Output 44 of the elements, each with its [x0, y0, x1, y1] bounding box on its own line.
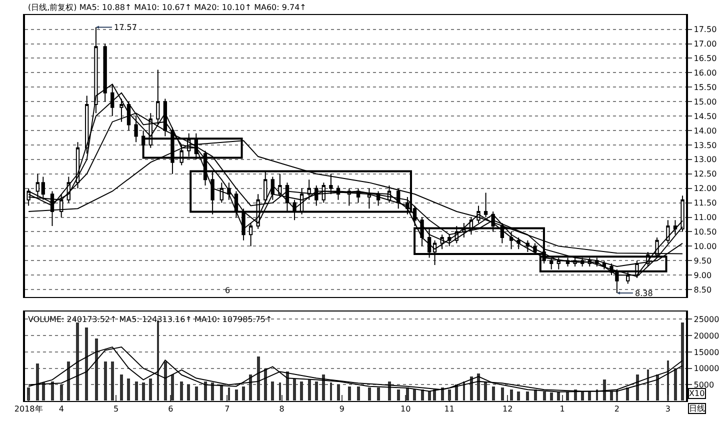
y-tick-label: 25000	[694, 314, 720, 324]
x-tick-label: 4	[58, 404, 64, 414]
x-tick-label: 3	[665, 404, 670, 414]
y-tick-label: 10000	[694, 364, 720, 374]
y-tick-label: 12.00	[694, 184, 717, 194]
x-tick-label: 8	[279, 404, 284, 414]
y-tick-label: 15.00	[694, 97, 717, 106]
x-tick-label: 5	[113, 404, 119, 414]
text: X10	[689, 389, 705, 398]
x-tick-label: 2018年	[14, 404, 43, 414]
y-tick-label: 11.50	[694, 198, 717, 208]
y-tick-label: 8.50	[694, 285, 712, 294]
annotation: 17.57	[114, 23, 137, 32]
chart-title: VOLUME: 240173.52↑ MA5: 124313.16↑ MA10: 107985.75↑	[28, 315, 272, 324]
y-tick-label: 9.50	[694, 256, 712, 266]
y-tick-label: 14.00	[694, 126, 717, 136]
chart-title: (日线,前复权) MA5: 10.88↑ MA10: 10.67↑ MA20: 10.10↑ MA60: 9.74↑	[28, 3, 306, 12]
y-tick-label: 11.00	[694, 213, 717, 222]
y-tick-label: 14.50	[694, 112, 717, 121]
x-tick-label: 11	[444, 404, 454, 414]
x-tick-label: 6	[168, 404, 174, 414]
annotation: 8.38	[635, 289, 653, 298]
y-tick-label: 15.50	[694, 82, 717, 92]
x-tick-label: 7	[224, 404, 230, 414]
x-tick-label: 1	[560, 404, 565, 414]
text: 日线	[689, 404, 705, 413]
y-tick-label: 16.00	[694, 68, 717, 78]
x-tick-label: 10	[400, 404, 411, 414]
y-tick-label: 12.50	[694, 170, 717, 179]
y-tick-label: 17.00	[694, 40, 717, 49]
y-tick-label: 17.50	[694, 25, 717, 34]
x-tick-label: 2	[614, 404, 620, 414]
y-tick-label: 13.00	[694, 155, 717, 164]
x-tick-label: 12	[502, 404, 513, 414]
x-tick-label: 9	[339, 404, 344, 414]
y-tick-label: 10.50	[694, 228, 717, 237]
y-tick-label: 15000	[694, 348, 720, 357]
y-tick-label: 16.50	[694, 54, 717, 64]
y-tick-label: 9.00	[694, 270, 712, 280]
y-tick-label: 20000	[694, 331, 720, 340]
y-tick-label: 10.00	[694, 242, 717, 251]
y-tick-label: 13.50	[694, 140, 717, 150]
annotation: 6	[225, 286, 230, 295]
y-tick-label: 5000	[694, 380, 714, 390]
